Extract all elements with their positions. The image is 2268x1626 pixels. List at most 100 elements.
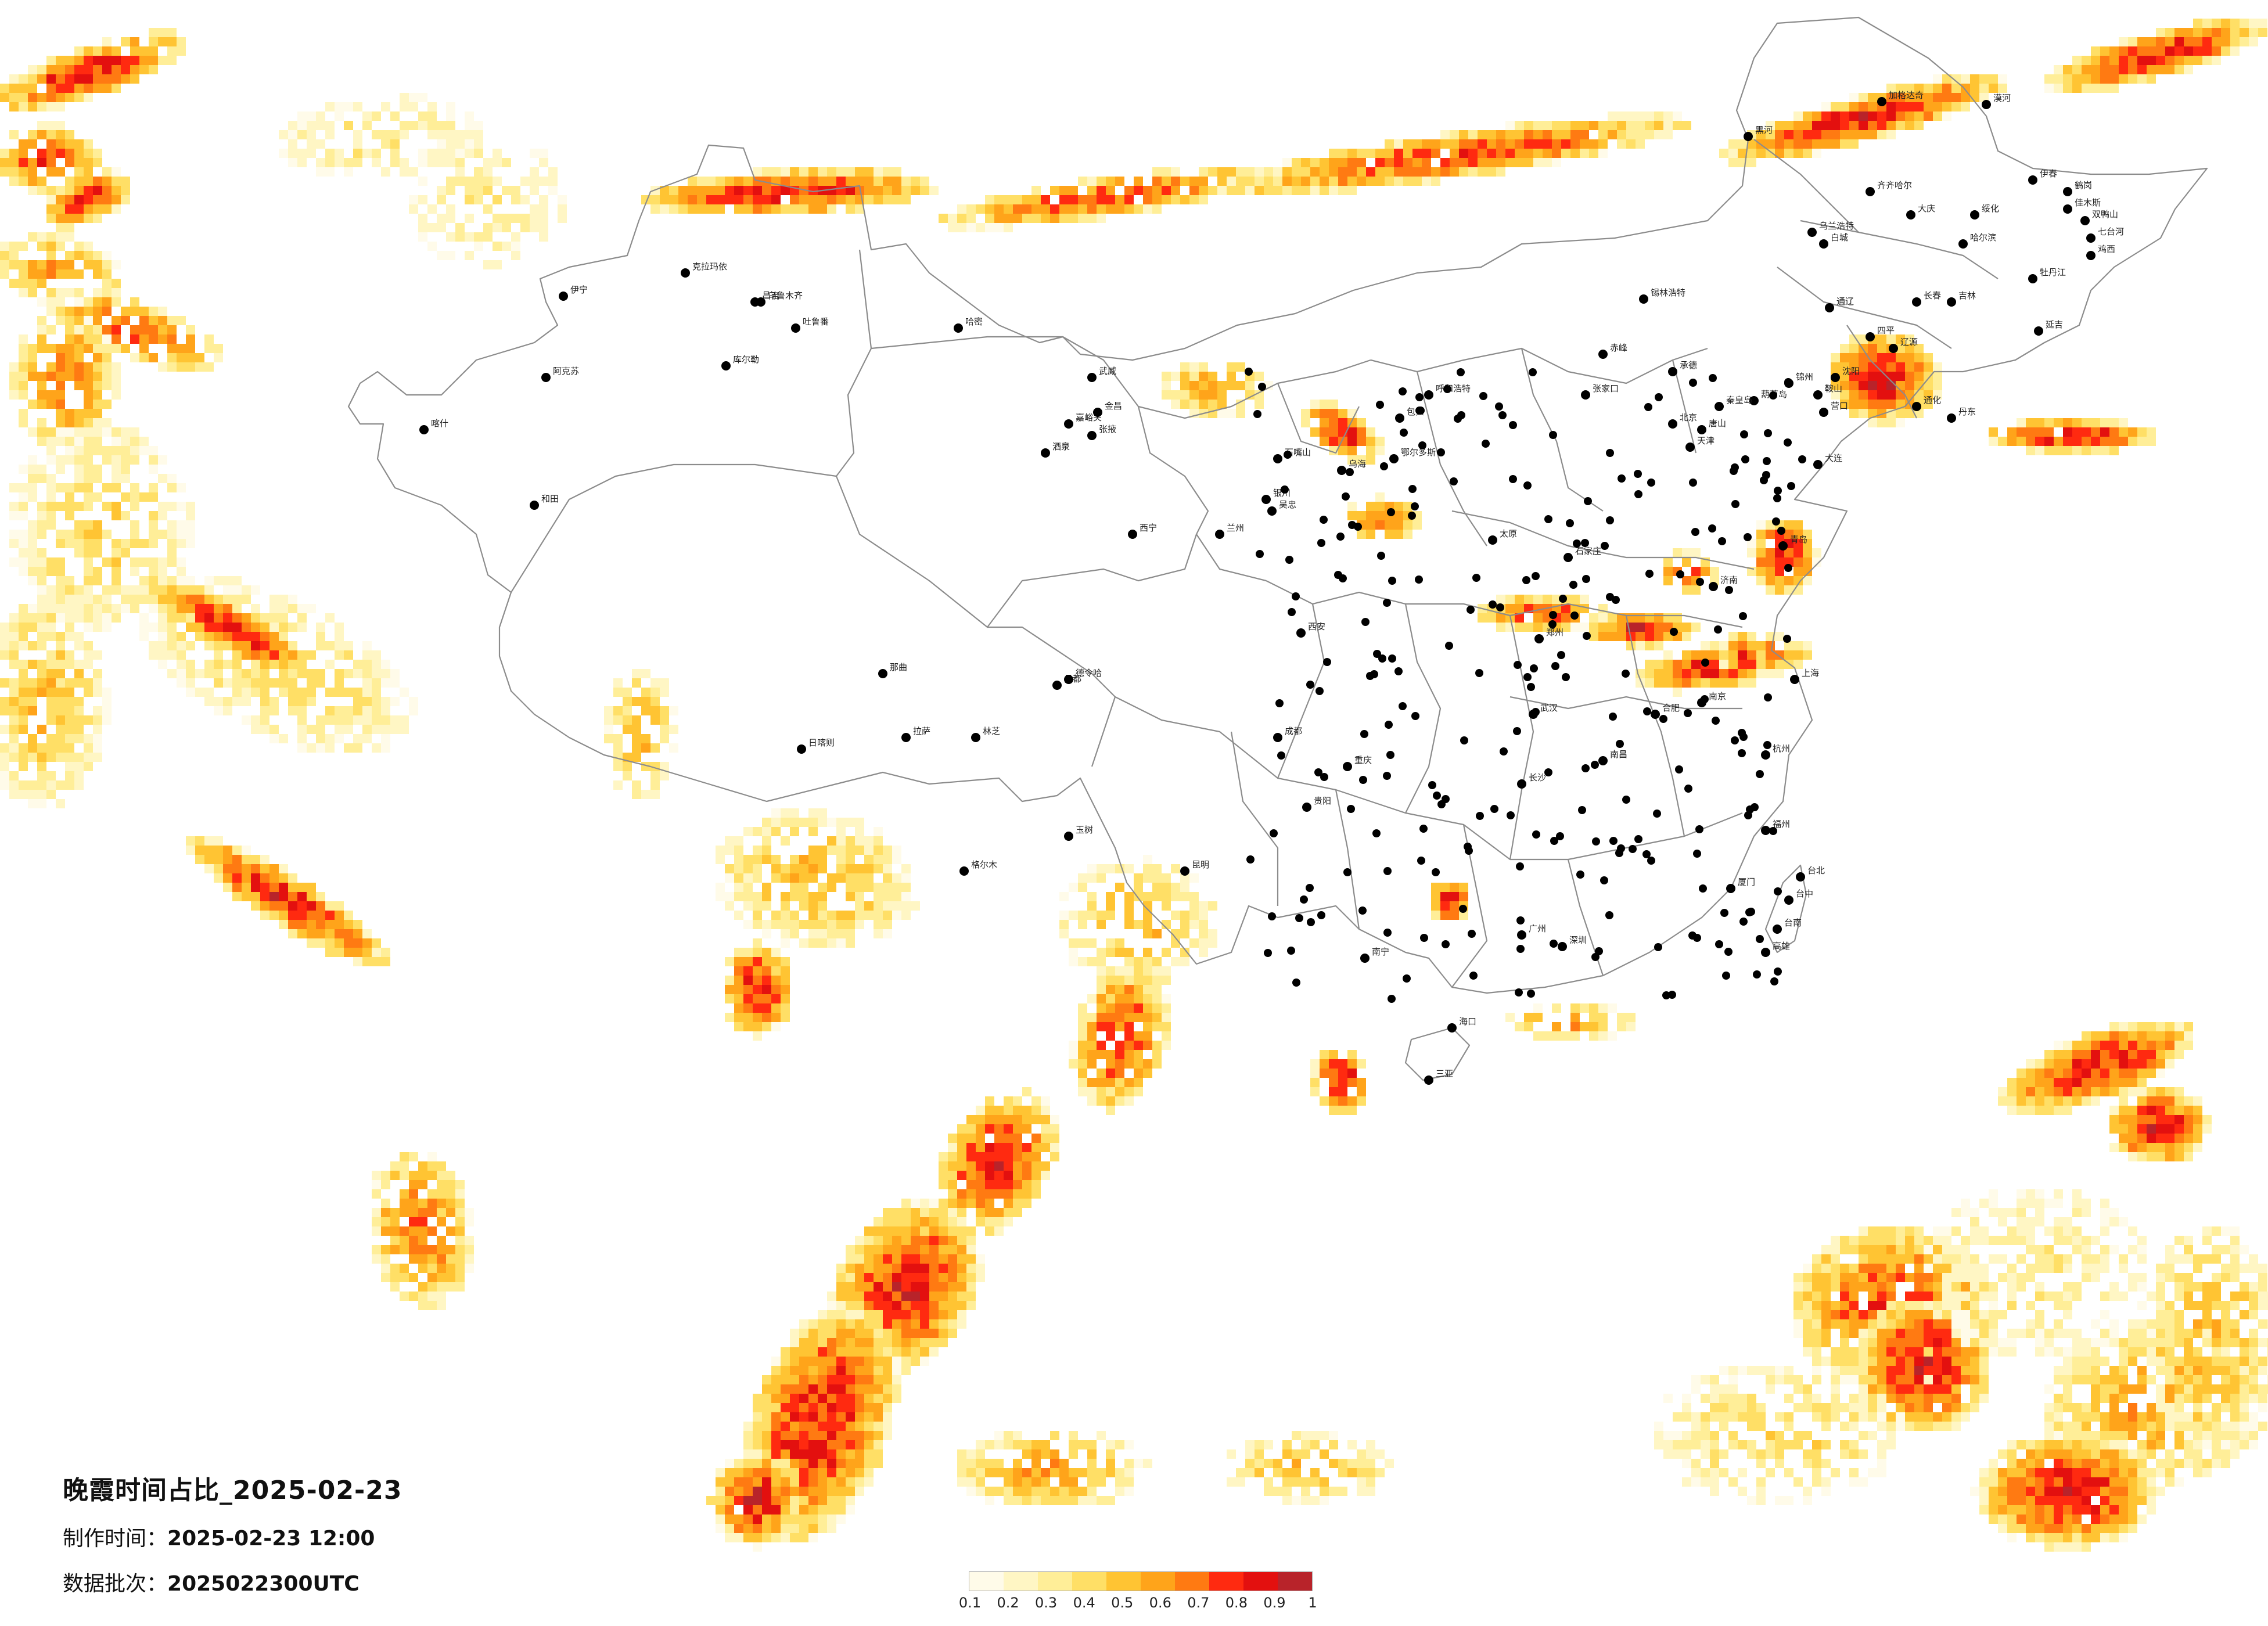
heat-cell (84, 688, 93, 697)
heat-cell (1468, 139, 1478, 149)
heat-cell (232, 650, 242, 660)
heat-cell (28, 455, 37, 465)
heat-cell (1208, 186, 1217, 195)
heat-cell (846, 846, 855, 855)
heat-cell (753, 957, 762, 966)
heat-cell (790, 873, 799, 883)
heat-cell (1245, 167, 1255, 177)
heat-cell (1608, 623, 1617, 632)
heat-cell (1162, 1022, 1171, 1031)
heat-cell (409, 706, 418, 715)
heat-cell (84, 344, 93, 353)
heat-cell (2156, 28, 2165, 37)
heat-cell (177, 585, 186, 595)
heat-cell (112, 46, 121, 56)
heat-cell (1812, 1338, 1821, 1347)
heat-cell (1152, 167, 1162, 177)
heat-cell (1775, 650, 1784, 660)
heat-cell (19, 269, 28, 279)
heat-cell (808, 1431, 818, 1440)
heat-cell (2137, 1069, 2147, 1078)
heat-cell (2249, 19, 2258, 28)
heat-cell (297, 911, 307, 920)
heat-cell (874, 836, 883, 846)
heat-cell (762, 966, 771, 976)
heat-cell (669, 743, 678, 753)
heat-cell (604, 715, 613, 725)
heat-cell (966, 1171, 976, 1180)
heat-cell (74, 84, 84, 93)
heat-cell (1087, 1487, 1097, 1496)
heat-cell (307, 743, 316, 753)
heat-cell (204, 697, 214, 706)
heat-cell (1412, 149, 1422, 158)
heat-cell (112, 195, 121, 204)
heat-cell (846, 1505, 855, 1515)
heat-cell (46, 242, 56, 251)
heat-cell (1124, 186, 1134, 195)
heat-cell (335, 111, 344, 121)
heat-cell (1793, 1273, 1803, 1282)
heat-cell (19, 102, 28, 111)
heat-cell (1124, 985, 1134, 994)
heat-cell (297, 623, 307, 632)
heat-cell (613, 688, 623, 697)
heat-cell (1301, 1440, 1310, 1449)
heat-cell (37, 381, 46, 390)
heat-cell (539, 195, 548, 204)
heat-cell (2128, 56, 2137, 65)
heat-cell (65, 353, 74, 362)
heat-cell (232, 678, 242, 688)
heat-cell (753, 1449, 762, 1459)
heat-cell (1868, 130, 1877, 139)
heat-cell (2109, 1384, 2119, 1394)
heat-cell (9, 167, 19, 177)
heat-cell (1255, 400, 1264, 409)
heat-cell (1868, 1357, 1877, 1366)
heat-cell (1701, 669, 1710, 678)
heat-cell (799, 1496, 808, 1505)
heat-cell (1803, 548, 1812, 557)
heat-cell (1078, 957, 1087, 966)
heat-cell (846, 1440, 855, 1449)
heat-cell (743, 985, 753, 994)
heat-cell (790, 808, 799, 818)
heat-cell (409, 1208, 418, 1217)
heat-cell (2082, 1031, 2091, 1041)
heat-cell (1134, 1041, 1143, 1050)
heat-cell (1022, 1449, 1031, 1459)
heat-cell (1663, 111, 1673, 121)
heat-cell (762, 892, 771, 901)
heat-cell (1013, 1152, 1022, 1161)
heat-cell (1301, 1477, 1310, 1487)
heat-cell (251, 641, 260, 650)
heat-cell (2128, 1059, 2137, 1069)
heat-cell (1282, 1487, 1292, 1496)
heat-cell (1821, 1319, 1831, 1329)
heat-cell (1580, 595, 1589, 604)
heat-cell (1831, 111, 1840, 121)
heat-cell (381, 167, 390, 177)
heat-cell (279, 660, 288, 669)
heat-cell (966, 1161, 976, 1171)
heat-cell (855, 864, 864, 873)
heat-cell (1589, 121, 1598, 130)
heat-cell (325, 641, 335, 650)
heat-cell (650, 743, 660, 753)
heat-cell (46, 660, 56, 669)
heat-cell (1905, 1292, 1914, 1301)
heat-cell (102, 279, 112, 288)
heat-cell (1942, 1403, 1951, 1412)
heat-cell (1868, 1301, 1877, 1310)
heat-cell (427, 1301, 437, 1310)
heat-cell (901, 1310, 911, 1319)
heat-cell (1766, 530, 1775, 539)
heat-cell (2193, 1096, 2202, 1106)
heat-cell (418, 1292, 427, 1301)
heat-cell (2193, 1134, 2202, 1143)
heat-cell (2202, 56, 2212, 65)
heat-cell (2063, 1069, 2072, 1078)
heat-cell (93, 539, 102, 548)
heat-cell (874, 929, 883, 938)
heat-cell (56, 678, 65, 688)
